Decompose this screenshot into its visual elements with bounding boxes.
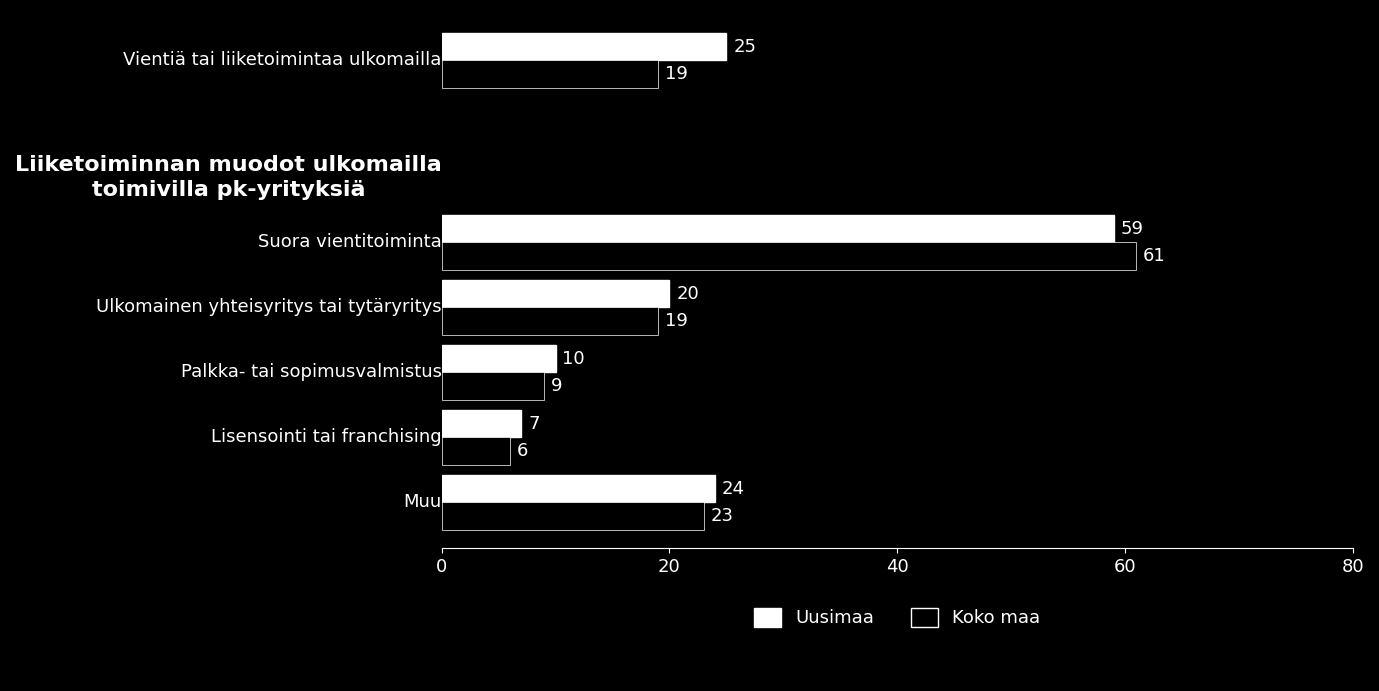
Bar — [441, 502, 703, 529]
Text: Palkka- tai sopimusvalmistus: Palkka- tai sopimusvalmistus — [181, 363, 441, 381]
Text: 19: 19 — [665, 312, 688, 330]
Text: Liiketoiminnan muodot ulkomailla
toimivilla pk-yrityksiä: Liiketoiminnan muodot ulkomailla toimivi… — [15, 155, 441, 200]
Bar — [441, 307, 658, 334]
Bar — [441, 243, 1136, 269]
Bar — [441, 475, 716, 502]
Text: Lisensointi tai franchising: Lisensointi tai franchising — [211, 428, 441, 446]
Bar — [441, 345, 556, 372]
Bar — [441, 33, 727, 61]
Bar — [441, 280, 669, 307]
Text: 19: 19 — [665, 65, 688, 83]
Text: 24: 24 — [721, 480, 745, 498]
Text: Muu: Muu — [404, 493, 441, 511]
Legend: Uusimaa, Koko maa: Uusimaa, Koko maa — [747, 601, 1048, 634]
Text: 10: 10 — [563, 350, 585, 368]
Bar — [441, 215, 1114, 243]
Text: Suora vientitoiminta: Suora vientitoiminta — [258, 234, 441, 252]
Text: 7: 7 — [528, 415, 539, 433]
Text: 20: 20 — [676, 285, 699, 303]
Bar — [441, 61, 658, 88]
Text: 23: 23 — [710, 507, 734, 525]
Text: 9: 9 — [552, 377, 563, 395]
Text: 25: 25 — [734, 38, 756, 56]
Text: 6: 6 — [517, 442, 528, 460]
Bar — [441, 437, 510, 464]
Text: Ulkomainen yhteisyritys tai tytäryritys: Ulkomainen yhteisyritys tai tytäryritys — [97, 299, 441, 316]
Bar — [441, 410, 521, 437]
Text: 59: 59 — [1120, 220, 1143, 238]
Bar — [441, 372, 545, 399]
Text: Vientiä tai liiketoimintaa ulkomailla: Vientiä tai liiketoimintaa ulkomailla — [123, 52, 441, 70]
Text: 61: 61 — [1143, 247, 1165, 265]
